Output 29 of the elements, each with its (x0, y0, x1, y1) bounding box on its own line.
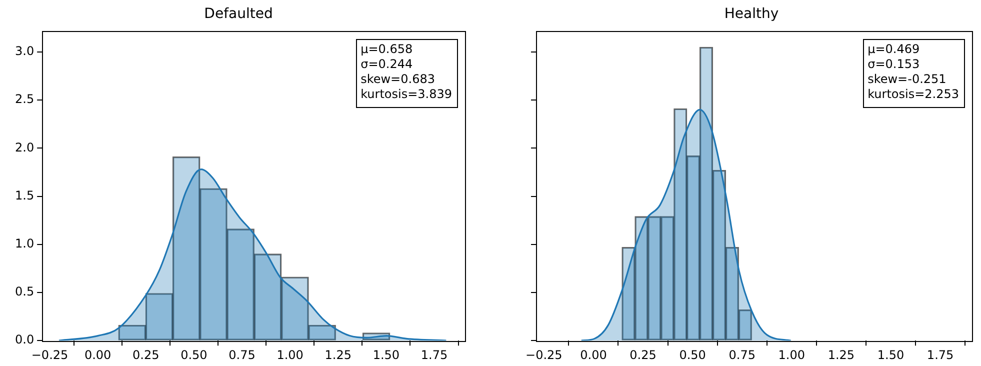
y-tick-label: 0.5 (14, 284, 34, 299)
y-tick-label: 1.5 (14, 188, 34, 202)
y-tick-label: 3.0 (14, 44, 34, 58)
annotation: μ=0.658 σ=0.244 skew=0.683 kurtosis=3.839 (360, 42, 452, 101)
x-tick-label: 1.75 (420, 348, 448, 362)
x-tick-label: 1.25 (324, 348, 352, 362)
y-tick-label: 2.0 (14, 140, 34, 154)
x-tick-label: −0.25 (526, 348, 562, 362)
x-tick-label: 0.25 (132, 348, 160, 362)
x-tick-label: 1.00 (778, 348, 806, 362)
x-tick-label: −0.25 (31, 348, 68, 362)
x-tick-label: 0.00 (84, 348, 112, 362)
x-tick-label: 0.00 (580, 348, 607, 362)
x-tick-label: 1.25 (828, 348, 855, 362)
x-tick-label: 1.00 (276, 348, 304, 362)
chart-title: Healthy (724, 6, 779, 22)
x-tick-label: 1.50 (372, 348, 400, 362)
y-tick-label: 1.0 (14, 236, 34, 251)
x-tick-label: 0.25 (630, 348, 656, 362)
y-tick-label: 2.5 (14, 92, 34, 106)
x-tick-label: 0.75 (228, 348, 256, 362)
x-tick-label: 0.50 (679, 348, 706, 362)
annotation: μ=0.469 σ=0.153 skew=-0.251 kurtosis=2.253 (868, 42, 960, 101)
x-tick-label: 1.75 (926, 348, 954, 362)
x-tick-label: 1.50 (877, 348, 904, 362)
y-tick-label: 0.0 (14, 332, 34, 347)
x-tick-label: 0.50 (180, 348, 208, 362)
x-tick-label: 0.75 (728, 348, 756, 362)
chart-title: Defaulted (204, 6, 273, 22)
